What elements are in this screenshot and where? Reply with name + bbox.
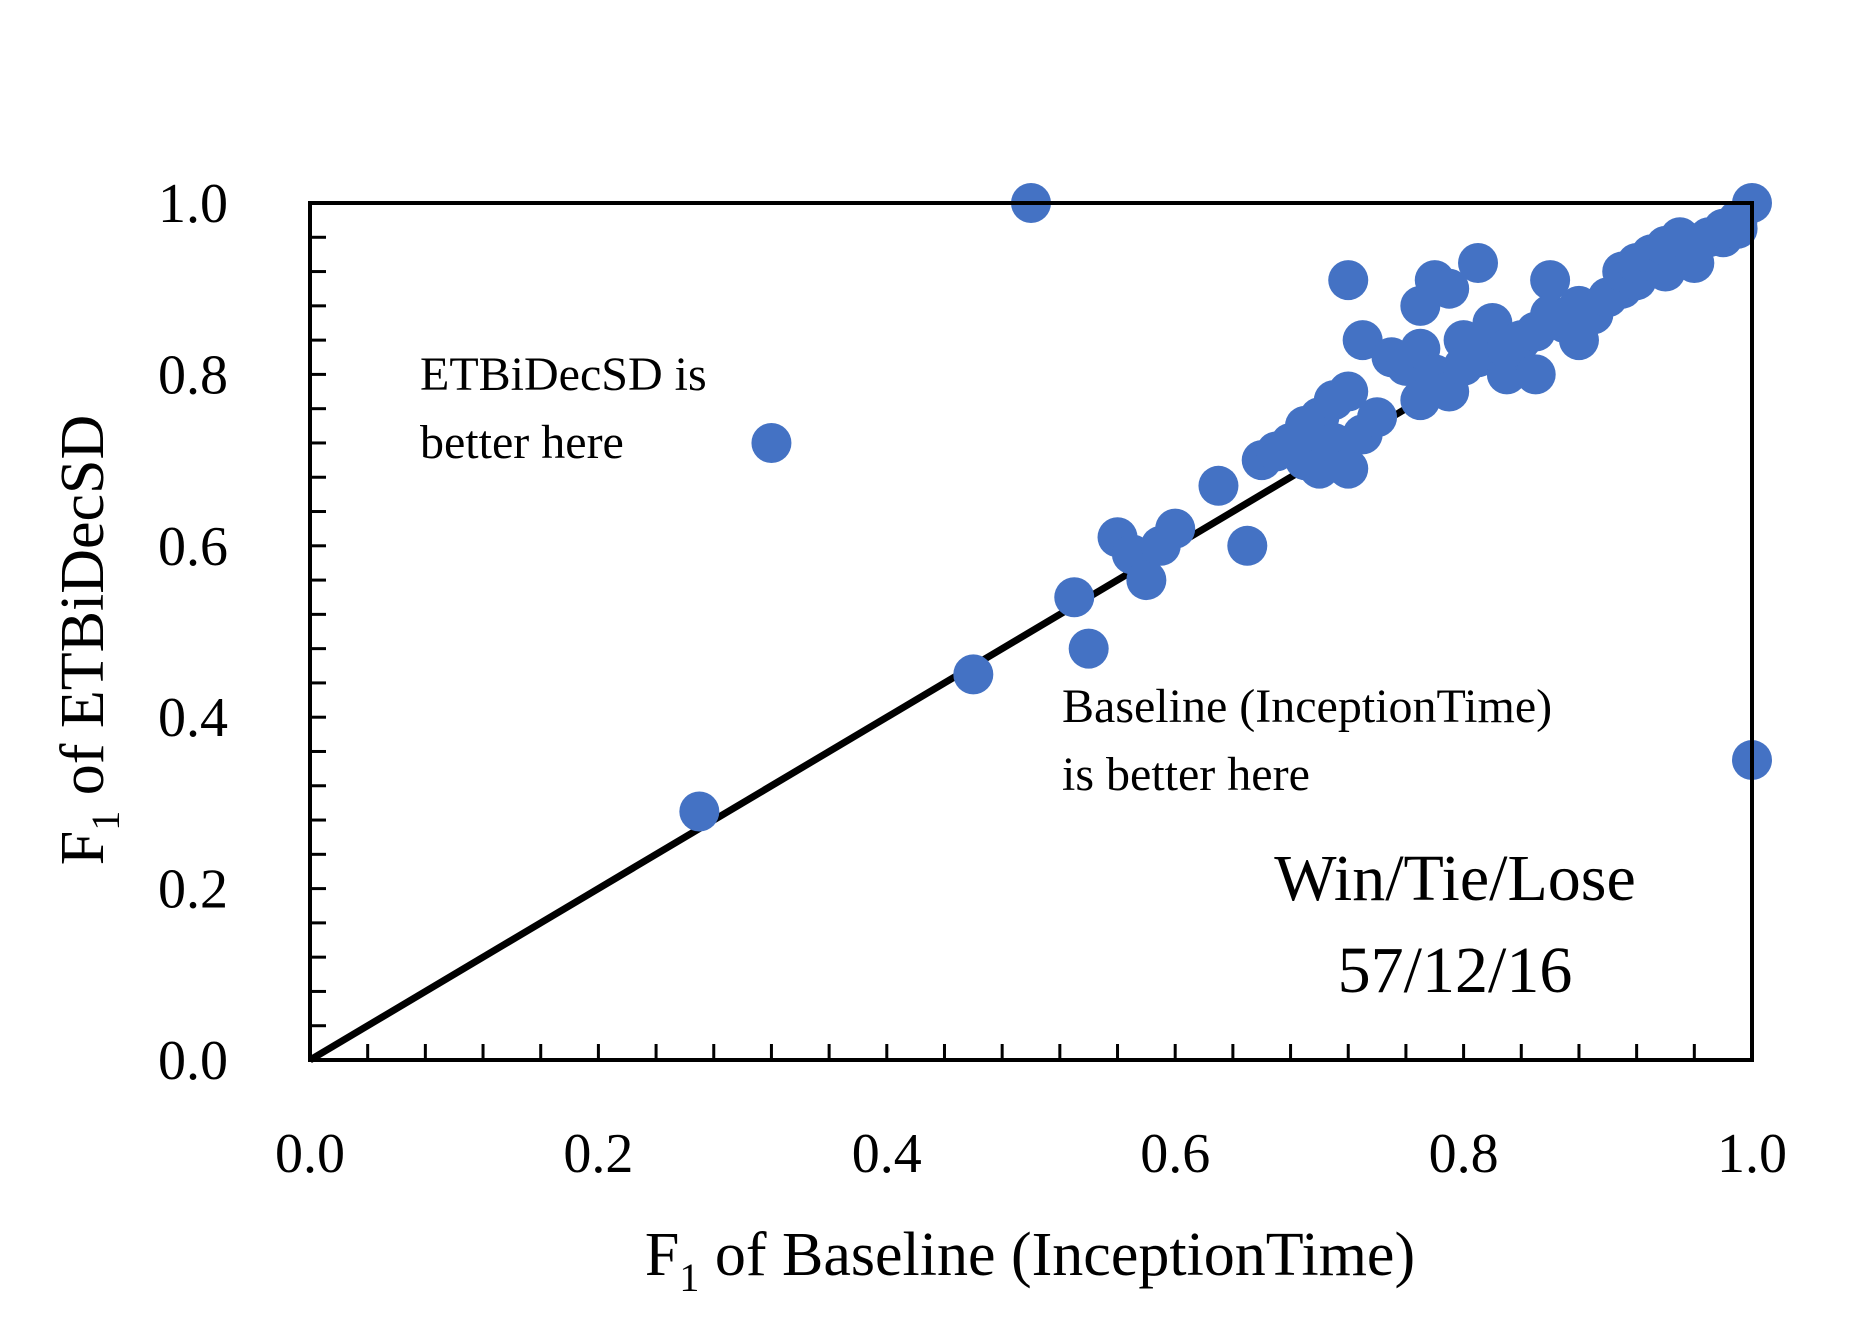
y-axis-title-subscript: 1 (83, 811, 128, 831)
data-point (1126, 560, 1167, 601)
x-tick-label: 0.0 (275, 1123, 345, 1185)
data-point (1155, 508, 1196, 549)
data-point (1227, 525, 1268, 566)
data-point (1054, 577, 1095, 618)
y-tick-label: 0.2 (158, 859, 228, 921)
win-tie-lose-values: 57/12/16 (1338, 934, 1573, 1007)
y-axis-title: F1 of ETBiDecSD (49, 415, 128, 866)
x-tick-label: 0.4 (852, 1123, 922, 1185)
data-point (1342, 320, 1383, 361)
x-axis-title: F1 of Baseline (InceptionTime) (645, 1221, 1415, 1300)
data-point (1530, 260, 1571, 301)
data-point (1068, 628, 1109, 669)
annotation-upper-left-line-1: ETBiDecSD is (420, 348, 707, 401)
x-tick-labels: 0.0 0.2 0.4 0.6 0.8 1.0 (275, 1123, 1787, 1185)
data-point (1357, 397, 1398, 438)
y-tick-label: 0.8 (158, 344, 228, 406)
y-axis-title-rest: of ETBiDecSD (49, 415, 117, 811)
data-point (1515, 354, 1556, 395)
y-tick-label: 0.0 (158, 1030, 228, 1092)
data-point (1328, 448, 1369, 489)
x-tick-label: 0.2 (563, 1123, 633, 1185)
annotation-lower-right-line-1: Baseline (InceptionTime) (1062, 680, 1552, 733)
x-tick-label: 1.0 (1717, 1123, 1787, 1185)
y-tick-label: 1.0 (158, 173, 228, 235)
x-axis-title-rest: of Baseline (InceptionTime) (699, 1221, 1415, 1289)
win-tie-lose-label: Win/Tie/Lose (1274, 842, 1636, 915)
y-tick-label: 0.6 (158, 516, 228, 578)
x-axis-title-subscript: 1 (679, 1255, 699, 1300)
data-point (1328, 260, 1369, 301)
data-point (1198, 465, 1239, 506)
x-axis-title-main: F (645, 1221, 679, 1289)
annotation-upper-left-line-2: better here (420, 416, 624, 469)
data-point (953, 654, 994, 695)
annotation-lower-right-line-2: is better here (1062, 748, 1310, 801)
data-points (679, 183, 1772, 832)
data-point (1458, 242, 1499, 283)
data-point (1328, 371, 1369, 412)
plot-area-frame (308, 201, 1754, 1062)
x-tick-label: 0.6 (1140, 1123, 1210, 1185)
data-point (751, 422, 792, 463)
y-tick-labels: 0.0 0.2 0.4 0.6 0.8 1.0 (158, 173, 228, 1092)
x-tick-label: 0.8 (1429, 1123, 1499, 1185)
minor-ticks (310, 235, 1696, 1060)
data-point (1429, 268, 1470, 309)
y-axis-title-main: F (49, 831, 117, 865)
y-tick-label: 0.4 (158, 687, 228, 749)
data-point (679, 791, 720, 832)
